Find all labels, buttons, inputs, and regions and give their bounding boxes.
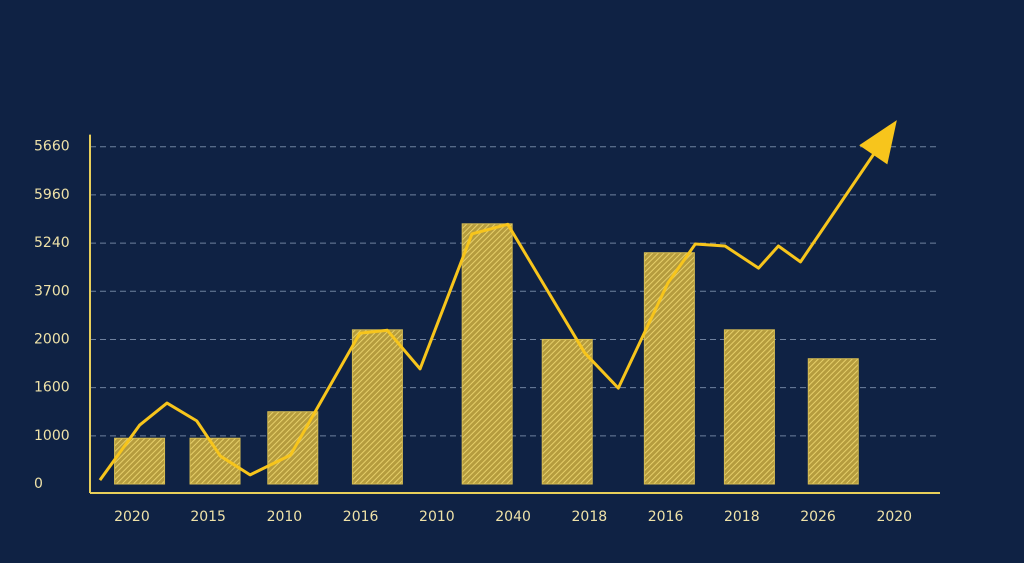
x-tick-label: 2018 — [572, 509, 608, 525]
x-tick-label: 2016 — [343, 509, 379, 525]
arrow-head — [859, 120, 897, 165]
x-tick-label: 2015 — [190, 509, 226, 525]
x-tick-label: 2040 — [495, 509, 531, 525]
bar — [461, 223, 513, 485]
x-tick-label: 2020 — [114, 509, 150, 525]
bar — [189, 437, 241, 485]
y-tick-label: 2000 — [34, 331, 70, 347]
line — [98, 124, 895, 482]
y-tick-label: 1600 — [34, 380, 70, 396]
x-tick-label: 2010 — [267, 509, 303, 525]
x-tick-label: 2010 — [419, 509, 455, 525]
y-tick-label: 5660 — [34, 139, 70, 155]
y-tick-label: 5240 — [34, 235, 70, 251]
bar — [807, 358, 859, 485]
bar — [723, 329, 775, 485]
bar — [541, 338, 593, 485]
bar — [351, 329, 403, 485]
bar — [643, 252, 695, 485]
x-tick-label: 2018 — [724, 509, 760, 525]
x-tick-label: 2020 — [876, 509, 912, 525]
x-tick-label: 2016 — [648, 509, 684, 525]
y-tick-label: 1000 — [34, 428, 70, 444]
bar — [114, 437, 166, 485]
y-tick-label: 5960 — [34, 187, 70, 203]
y-tick-label: 3700 — [34, 283, 70, 299]
y-tick-label: 0 — [34, 476, 43, 492]
x-tick-label: 2026 — [800, 509, 836, 525]
